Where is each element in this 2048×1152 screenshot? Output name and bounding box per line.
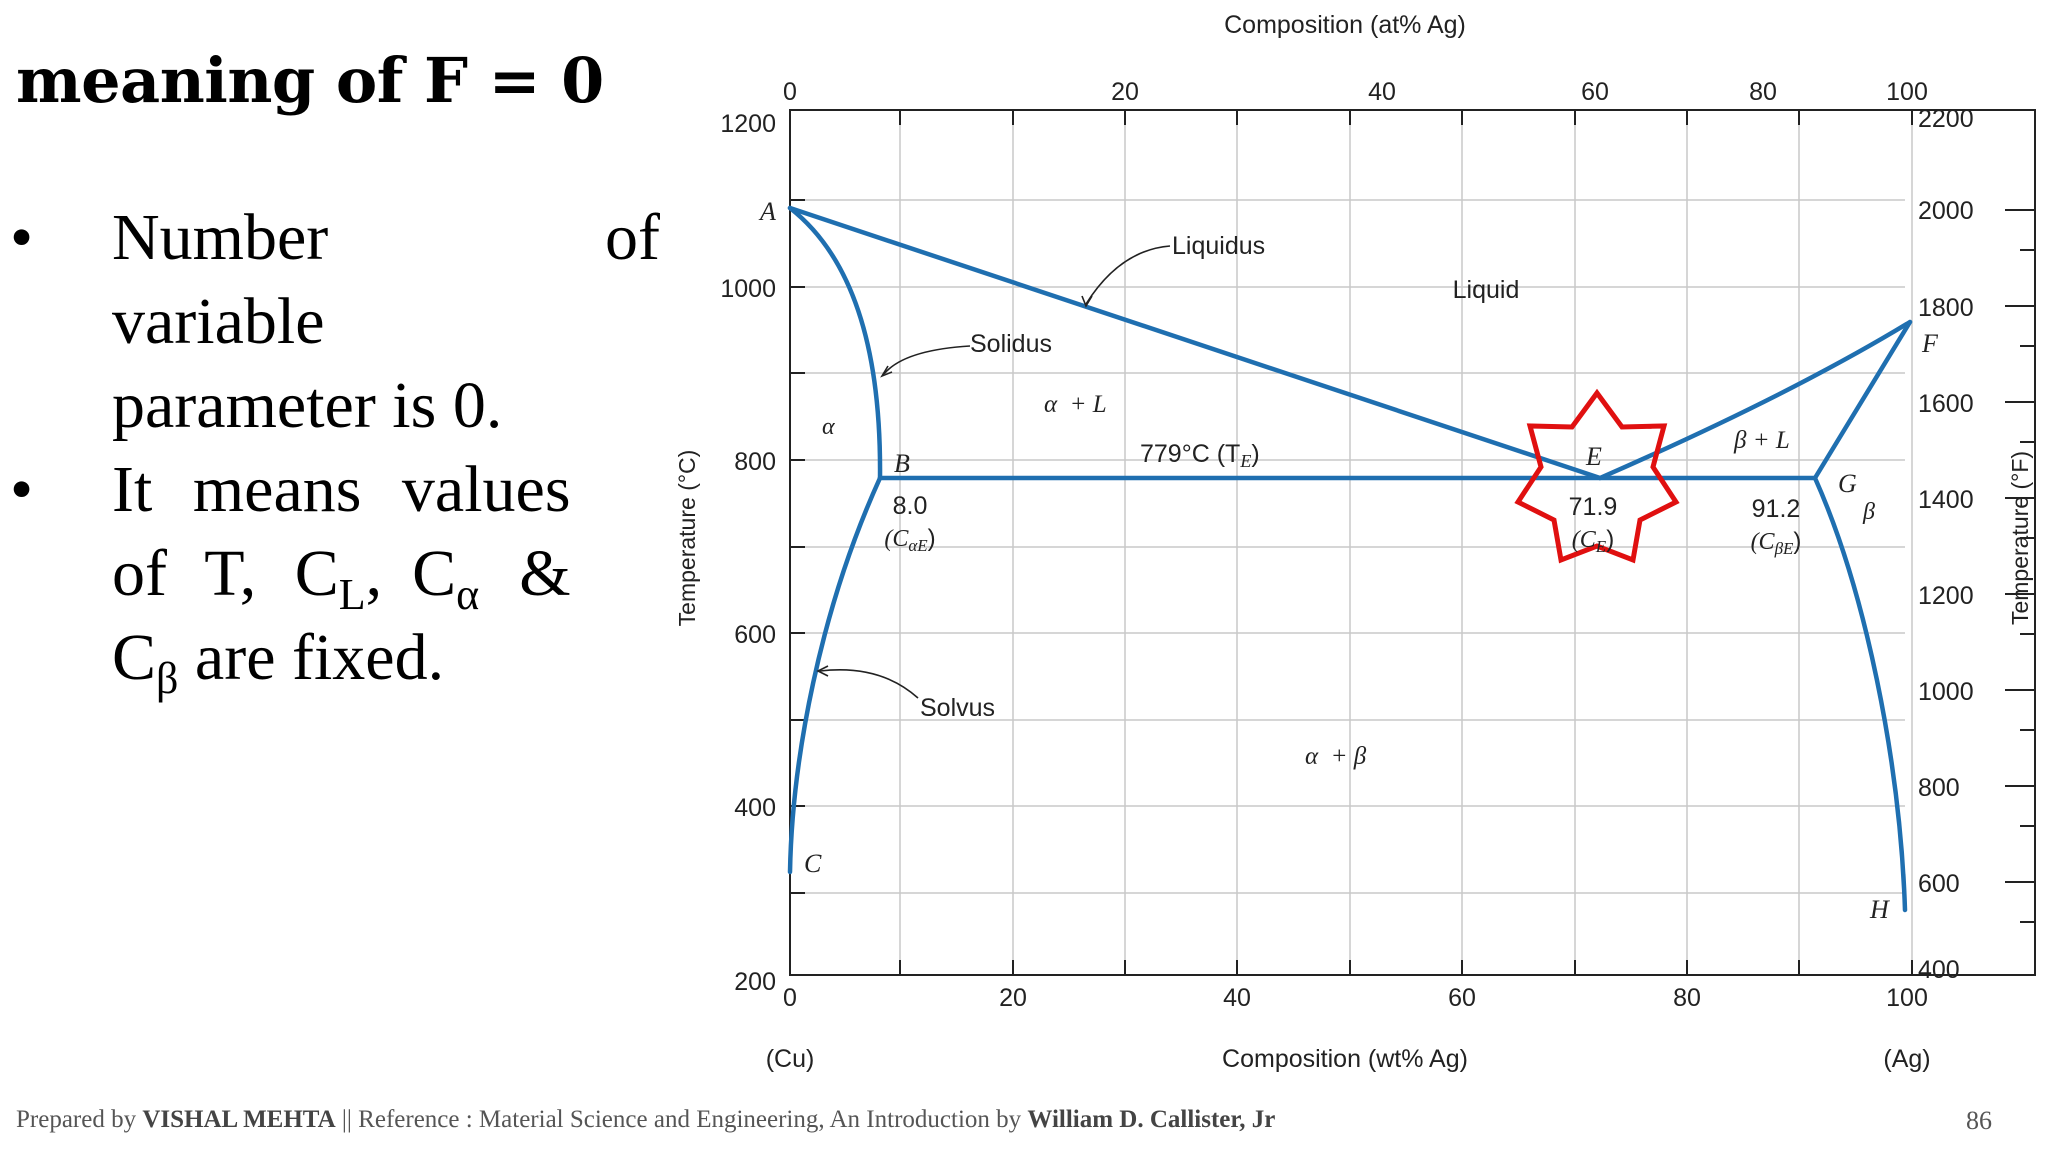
right-tick-label: 400	[1918, 956, 1960, 984]
right-tick-label: 1000	[1918, 678, 1974, 706]
annotation-c-alpha-e-value: 8.0	[893, 492, 928, 520]
left-tick-label: 1200	[720, 110, 776, 138]
right-tick-label: 1400	[1918, 486, 1974, 514]
right-tick-label: 1800	[1918, 294, 1974, 322]
bullet-2-line: It means values	[112, 453, 571, 526]
annotation-c-beta-e-value: 91.2	[1752, 495, 1801, 523]
point-label-a: A	[758, 197, 776, 226]
region-label-alpha-beta: α + β	[1305, 743, 1367, 770]
subscript-alpha: α	[456, 570, 480, 619]
region-label-alpha-l: α + L	[1044, 391, 1107, 418]
bullet-1-word: Number	[112, 201, 329, 274]
region-label-liquid: Liquid	[1453, 276, 1520, 304]
annotation-c-alpha-e: (CαE)	[884, 525, 935, 555]
right-tick-label: 1200	[1918, 582, 1974, 610]
top-tick-label: 0	[783, 78, 797, 106]
left-tick-label: 1000	[720, 275, 776, 303]
axis-ticks	[790, 110, 2035, 975]
right-tick-label: 1600	[1918, 390, 1974, 418]
point-label-b: B	[894, 449, 910, 478]
annotation-c-e-value: 71.9	[1569, 493, 1618, 521]
bullet-dot: •	[10, 201, 34, 274]
cu-label: (Cu)	[766, 1045, 815, 1073]
grid-lines	[790, 110, 1913, 975]
region-label-beta-l: β + L	[1733, 427, 1790, 454]
bullet-2-text: &	[519, 537, 571, 610]
solvus-curve-alpha	[787, 475, 883, 875]
ag-label: (Ag)	[1883, 1045, 1930, 1073]
point-label-f: F	[1921, 329, 1939, 358]
annotation-solidus: Solidus	[970, 330, 1052, 358]
bullet-2-text: of T, C	[112, 537, 339, 610]
footer-credit: Prepared by VISHAL MEHTA || Reference : …	[16, 1106, 1275, 1134]
phase-diagram: Composition (at% Ag) Composition (wt% Ag…	[674, 11, 2036, 1073]
eutectic-star-highlight	[1514, 388, 1680, 564]
top-tick-label: 80	[1749, 78, 1777, 106]
bullet-1-line: parameter is 0.	[112, 369, 503, 442]
bottom-tick-label: 20	[999, 984, 1027, 1012]
bullet-2-line: Cβ are fixed.	[112, 616, 660, 703]
region-label-beta: β	[1862, 499, 1875, 525]
bottom-tick-label: 80	[1673, 984, 1701, 1012]
top-tick-label: 100	[1886, 78, 1928, 106]
footer-prefix: Prepared by	[16, 1106, 143, 1133]
bottom-tick-label: 60	[1448, 984, 1476, 1012]
footer-author: VISHAL MEHTA	[142, 1106, 336, 1133]
top-tick-label: 20	[1111, 78, 1139, 106]
subscript-l: L	[338, 570, 366, 619]
annotation-solvus: Solvus	[920, 694, 995, 722]
top-tick-label: 40	[1368, 78, 1396, 106]
bullet-dot: •	[10, 453, 34, 526]
left-tick-label: 400	[734, 794, 776, 822]
bullet-2-text: are fixed.	[178, 621, 445, 694]
subscript-beta: β	[156, 654, 179, 703]
right-tick-label: 2000	[1918, 197, 1974, 225]
left-tick-label: 600	[734, 621, 776, 649]
annotation-c-e: (CE)	[1572, 526, 1614, 556]
bottom-axis-title: Composition (wt% Ag)	[1222, 1045, 1468, 1073]
point-label-c: C	[804, 849, 822, 878]
point-label-h: H	[1869, 895, 1890, 924]
bullet-item-2: • It means values of T, CL, Cα & Cβ are fi…	[10, 448, 660, 703]
footer-book-author: William D. Callister, Jr	[1027, 1106, 1276, 1133]
left-tick-label: 800	[734, 448, 776, 476]
slide-title: meaning of F = 0	[16, 44, 604, 117]
top-axis-title: Composition (at% Ag)	[1224, 11, 1466, 39]
right-axis-title: Temperature (°F)	[2007, 451, 2033, 625]
solidus-curve-beta	[1812, 319, 1913, 481]
bullet-1-line: Number of	[112, 196, 660, 280]
liquidus-line-right	[1597, 319, 1913, 481]
footer-reference: || Reference : Material Science and Engi…	[335, 1106, 1028, 1133]
top-tick-label: 60	[1581, 78, 1609, 106]
annotation-liquidus: Liquidus	[1172, 232, 1265, 260]
point-label-e: E	[1585, 442, 1602, 471]
solidus-curve-alpha	[787, 205, 883, 481]
annotation-arrows	[816, 245, 1171, 699]
bottom-tick-label: 0	[783, 984, 797, 1012]
bullet-1-word: of	[605, 201, 660, 274]
bullet-list: • Number of variable parameter is 0. • I…	[10, 196, 660, 703]
annotation-eutectic-temp: 779°C (TE)	[1140, 440, 1260, 471]
right-tick-label: 800	[1918, 774, 1960, 802]
liquidus-line-left	[787, 205, 1603, 481]
region-label-alpha: α	[822, 414, 835, 440]
right-tick-label: 600	[1918, 870, 1960, 898]
page-number: 86	[1966, 1106, 1992, 1135]
bullet-2-text: C	[112, 621, 157, 694]
bullet-2-text: ,	[365, 537, 383, 610]
annotation-c-beta-e: (CβE)	[1751, 528, 1802, 558]
left-tick-label: 200	[734, 968, 776, 996]
plot-frame	[789, 109, 2036, 976]
right-tick-label: 2200	[1918, 105, 1974, 133]
bottom-tick-label: 100	[1886, 984, 1928, 1012]
bullet-item-1: • Number of variable parameter is 0.	[10, 196, 660, 448]
solvus-curve-beta	[1812, 475, 1908, 913]
bullet-2-line: of T, CL, Cα &	[112, 532, 660, 619]
bullet-2-text: C	[412, 537, 457, 610]
left-axis-title: Temperature (°C)	[674, 450, 700, 627]
bottom-tick-label: 40	[1223, 984, 1251, 1012]
bullet-1-line: variable	[112, 285, 325, 358]
point-label-g: G	[1838, 469, 1857, 498]
